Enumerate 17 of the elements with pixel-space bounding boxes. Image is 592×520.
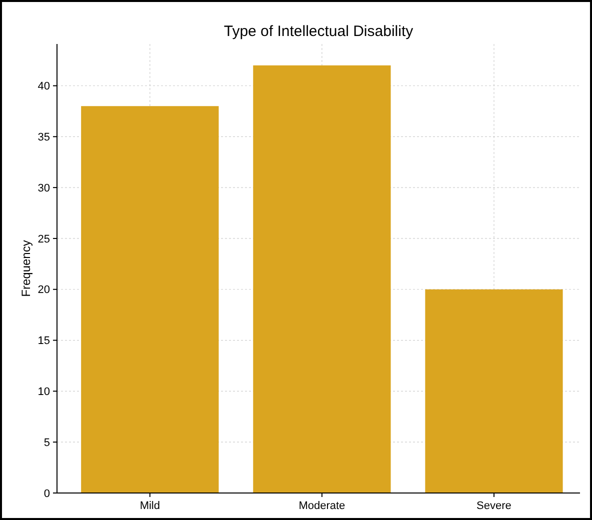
y-tick-label: 5 [44,436,50,449]
bar [253,65,391,493]
y-tick-label: 25 [38,233,50,246]
x-tick-label: Mild [140,500,160,512]
bar [81,106,219,493]
y-tick-label: 0 [44,488,50,500]
chart-title: Type of Intellectual Disability [224,23,414,40]
y-tick-label: 40 [38,80,50,93]
y-tick-label: 20 [38,284,50,296]
y-tick-label: 15 [38,335,50,348]
y-tick-label: 10 [38,386,50,398]
y-axis-title: Frequency [19,240,33,297]
x-tick-label: Moderate [298,500,346,512]
bar [425,289,563,493]
y-tick-label: 30 [38,182,50,194]
y-tick-label: 35 [38,132,50,144]
x-tick-label: Severe [476,500,512,512]
